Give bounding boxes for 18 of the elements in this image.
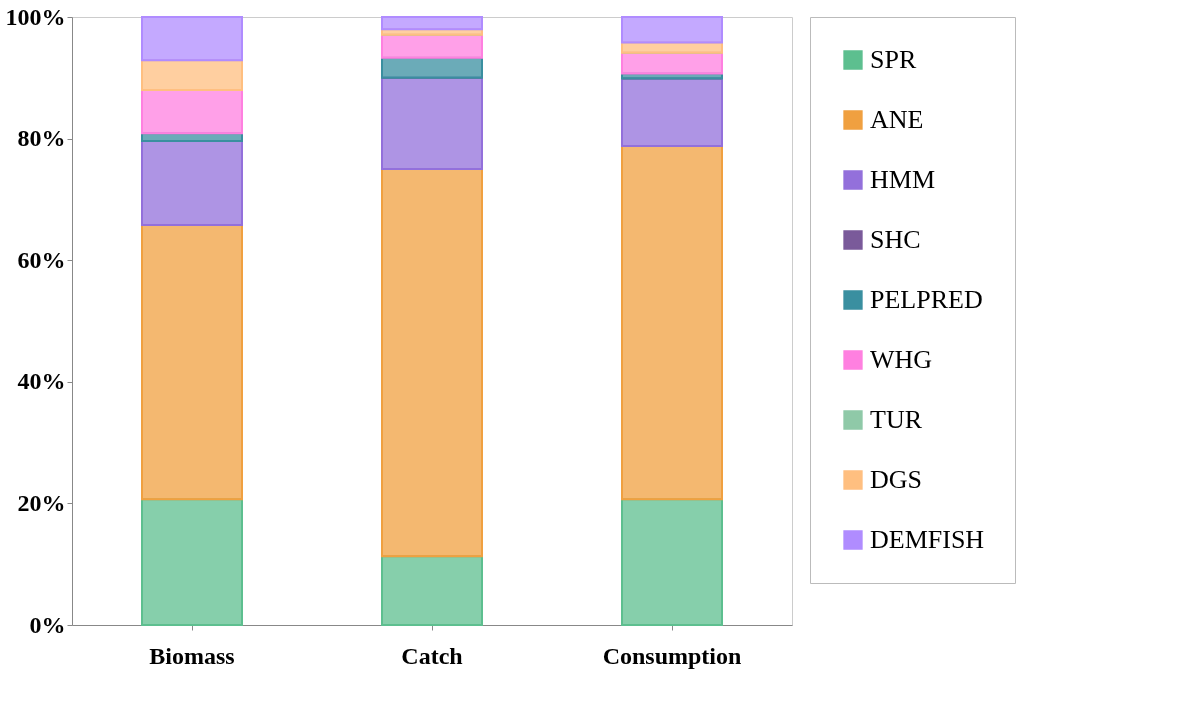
y-tick-label: 100% xyxy=(5,3,66,30)
legend-label: DEMFISH xyxy=(870,525,985,554)
legend-label: HMM xyxy=(870,165,936,194)
legend-label: SHC xyxy=(870,225,921,254)
y-tick-label: 80% xyxy=(17,125,66,152)
y-tick-label: 20% xyxy=(17,489,66,516)
x-tick-label: Catch xyxy=(401,642,463,669)
legend-label: SPR xyxy=(870,45,917,74)
y-tick-label: 60% xyxy=(17,246,66,273)
y-tick-label: 40% xyxy=(17,368,66,395)
legend-label: TUR xyxy=(870,405,923,434)
x-tick-label: Biomass xyxy=(149,642,235,669)
legend-label: PELPRED xyxy=(870,285,983,314)
y-tick-label: 0% xyxy=(29,611,66,638)
x-tick-label: Consumption xyxy=(602,642,742,669)
legend-label: DGS xyxy=(870,465,923,494)
legend-label: ANE xyxy=(870,105,924,134)
legend-label: WHG xyxy=(870,345,933,374)
